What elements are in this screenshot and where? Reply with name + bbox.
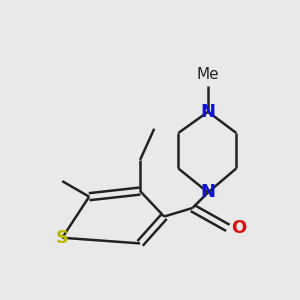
Text: N: N	[200, 184, 215, 202]
Text: O: O	[231, 219, 246, 237]
Text: N: N	[200, 103, 215, 121]
Text: Me: Me	[197, 67, 219, 82]
Text: S: S	[56, 229, 69, 247]
